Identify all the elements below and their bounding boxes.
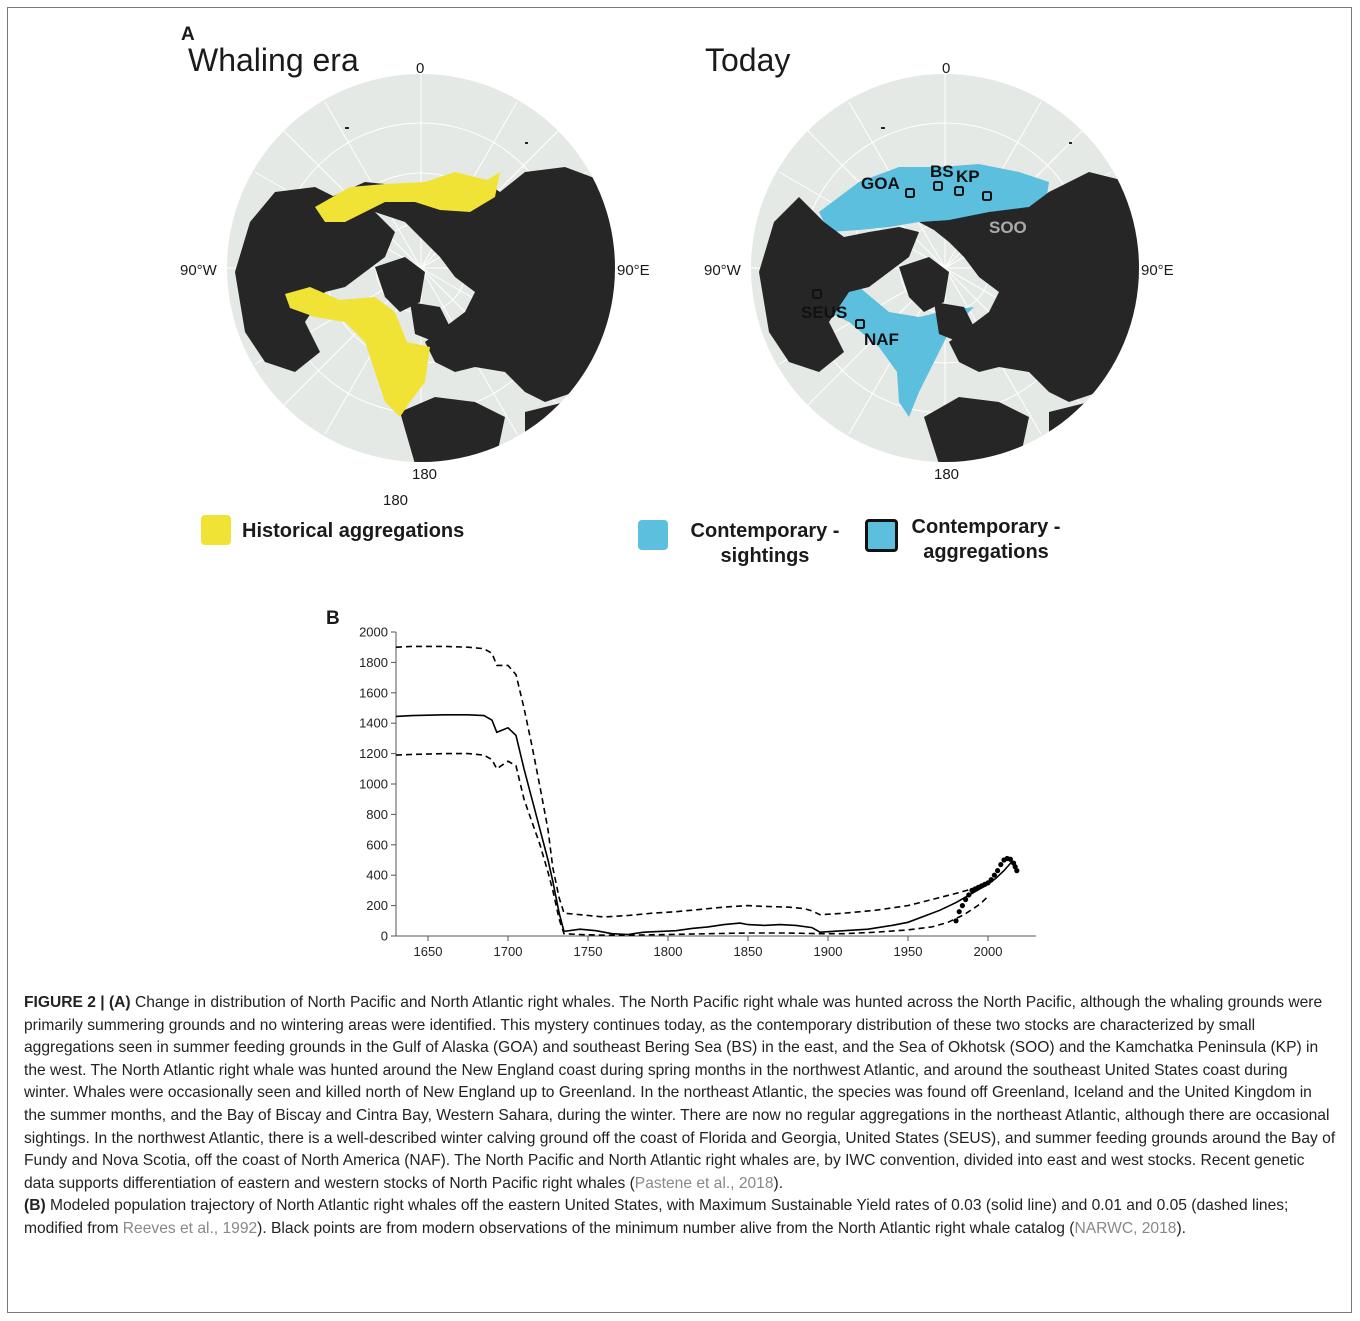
site-label-bs: BS [930,162,954,181]
x-tick-label: 1650 [414,944,443,959]
y-tick-label: 0 [381,929,388,944]
y-tick-label: 1400 [359,716,388,731]
map-whaling-label-left: 90°W [180,262,217,279]
historical-aggregation-areas [285,172,500,417]
caption-ref-reeves[interactable]: Reeves et al., 1992 [122,1219,258,1237]
observation-point [988,877,994,883]
panel-b-letter: B [326,608,340,629]
site-label-seus: SEUS [801,303,847,322]
y-tick-label: 200 [366,898,388,913]
y-tick-label: 800 [366,807,388,822]
map-today-title: Today [705,42,791,78]
map-whaling-label-right: 90°E [617,262,650,279]
legend-historical-label: Historical aggregations [242,520,465,542]
legend-aggregations-swatch [865,519,898,552]
legend-aggregations-label: Contemporary - aggregations [906,515,1066,565]
caption-ref-pastene[interactable]: Pastene et al., 2018 [634,1174,774,1192]
x-tick-label: 1750 [574,944,603,959]
legend-sightings-line2: sightings [720,545,810,567]
x-tick-label: 1950 [894,944,923,959]
legend-historical-swatch [201,515,231,545]
caption-a-text-1: Change in distribution of North Pacific … [24,994,1336,1192]
caption-figure-label: FIGURE 2 | [24,994,105,1011]
observation-point [953,918,959,924]
legend-sightings-label: Contemporary - sightings [680,519,850,569]
observation-point [966,892,972,898]
site-label-goa: GOA [861,174,900,193]
site-label-soo: SOO [989,218,1027,237]
y-tick-label: 1000 [359,777,388,792]
y-tick-label: 1200 [359,746,388,761]
observation-point [963,896,969,903]
site-marker-kp [954,186,964,196]
caption-b-text-3: ). [1176,1219,1186,1237]
site-marker-soo [982,191,992,201]
observation-point [1007,856,1014,862]
caption-b-text-2: ). Black points are from modern observat… [257,1219,1075,1237]
observation-point [1014,868,1020,874]
map-whaling-era [227,74,615,462]
caption-paragraph-a: FIGURE 2 | (A) Change in distribution of… [24,992,1336,1195]
x-tick-label: 1900 [814,944,843,959]
caption-paragraph-b: (B) Modeled population trajectory of Nor… [24,1195,1336,1240]
y-tick-label: 400 [366,868,388,883]
site-marker-naf [855,319,865,329]
solid-trajectory-line [395,714,1013,936]
site-marker-seus [812,289,822,299]
x-tick-label: 2000 [974,944,1003,959]
landmass [235,127,615,462]
x-tick-label: 1850 [734,944,763,959]
observation-point [995,868,1001,874]
legend-sightings-swatch [638,520,668,550]
site-marker-bs [933,181,943,191]
observation-point [956,909,962,915]
x-tick-label: 1700 [494,944,523,959]
site-label-naf: NAF [864,330,899,349]
legend-aggregations-line2: aggregations [923,541,1049,563]
caption-ref-narwc[interactable]: NARWC, 2018 [1074,1219,1177,1237]
map-today-label-right: 90°E [1141,262,1174,279]
observation-point [959,903,966,909]
panel-a-letter: A [181,24,195,45]
population-trajectory-chart: 0 200 400 600 800 1000 1200 1400 1600 1800 2000 165… [359,625,1036,959]
map-today-label-top: 0 [942,60,951,77]
x-tick-label: 1800 [654,944,683,959]
y-tick-label: 1600 [359,685,388,700]
aggregation-site-markers [812,181,992,329]
legend-aggregations-line1: Contemporary - [911,516,1061,538]
caption-a-tag: (A) [108,994,131,1011]
figure-frame [7,7,1352,1313]
dashed-trajectory-line [395,645,989,918]
y-tick-label: 2000 [359,625,388,640]
y-tick-label: 1800 [359,655,388,670]
dashed-trajectory-line [395,752,989,936]
caption-b-tag: (B) [24,1197,46,1215]
observation-point [991,872,998,878]
map-today-label-left: 90°W [704,262,741,279]
map-whaling-label-bottom: 180 [412,466,438,483]
site-marker-goa [905,188,915,198]
legend-sightings-line1: Contemporary - [690,520,840,542]
map-today-label-bottom: 180 [934,466,960,483]
map-whaling-label-top: 0 [416,60,425,77]
map-whaling-label-bottom-extra: 180 [383,492,409,509]
map-whaling-title: Whaling era [188,42,359,78]
map-today: GOA BS KP SOO SEUS NAF [751,74,1139,462]
observation-point [998,861,1004,868]
site-label-kp: KP [956,167,980,186]
figure-caption: FIGURE 2 | (A) Change in distribution of… [24,992,1336,1241]
caption-b-text-1: Modeled population trajectory of North A… [24,1197,1289,1237]
caption-a-text-2: ). [773,1174,784,1192]
y-tick-label: 600 [366,837,388,852]
